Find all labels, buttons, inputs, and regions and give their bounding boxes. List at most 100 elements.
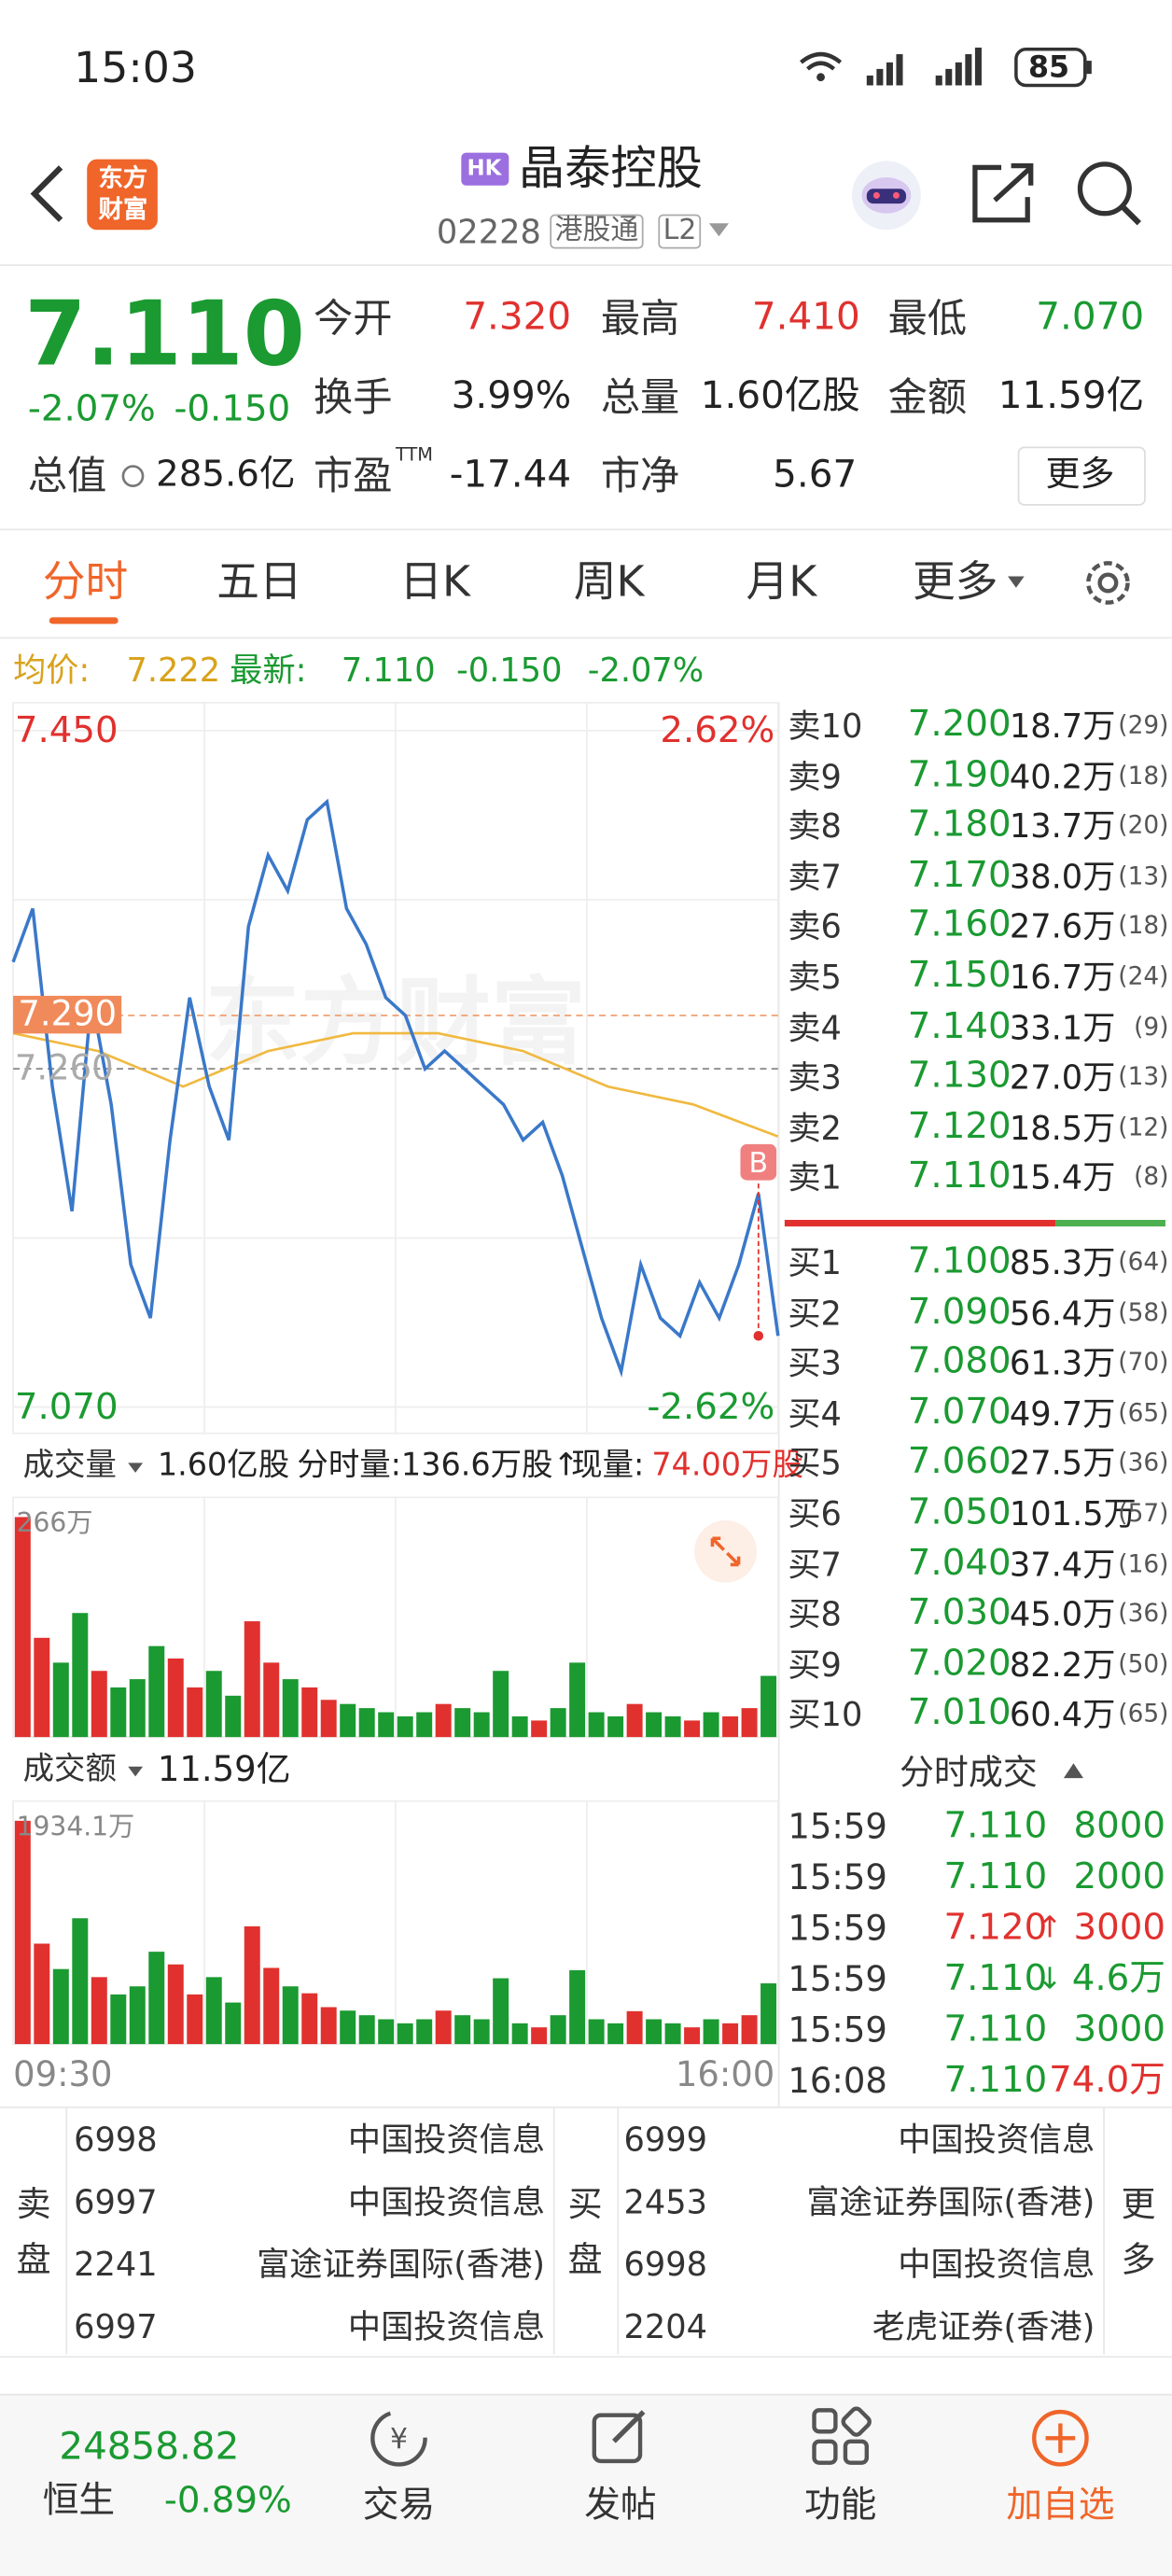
- avg-price: 7.222: [126, 650, 221, 690]
- bar: [244, 1621, 260, 1738]
- order-volume: 61.3万: [1009, 1343, 1116, 1383]
- triangle: [708, 223, 730, 237]
- order-volume: 27.6万: [1009, 906, 1116, 946]
- divider: [1103, 2107, 1105, 2355]
- volume-current: 74.00万股: [651, 1447, 803, 1484]
- tab[interactable]: 月K: [746, 558, 817, 608]
- bar: [588, 1712, 605, 1738]
- order-count: (8): [1134, 1162, 1169, 1192]
- order-volume: 49.7万: [1009, 1393, 1116, 1434]
- bar: [684, 1720, 701, 1738]
- tab[interactable]: 日K: [399, 558, 471, 608]
- robot-icon[interactable]: [847, 158, 926, 233]
- order-label: 买3: [788, 1343, 842, 1383]
- order-volume: 101.5万: [1009, 1493, 1137, 1534]
- bar: [72, 1918, 89, 2045]
- bar: [646, 1712, 663, 1738]
- tag: 港股通: [550, 214, 644, 249]
- volume-total: 1.60亿股: [157, 1447, 290, 1484]
- tab[interactable]: 分时: [42, 558, 129, 608]
- tab[interactable]: 更多: [913, 558, 998, 608]
- tab[interactable]: 五日: [216, 558, 302, 608]
- share-icon[interactable]: [969, 161, 1038, 226]
- post-icon[interactable]: [588, 2405, 653, 2471]
- stat-value: 5.67: [773, 454, 858, 497]
- search-icon[interactable]: [1075, 160, 1144, 229]
- x-tick-label: 16:00: [675, 2054, 775, 2094]
- more-button-text[interactable]: 更多: [1045, 454, 1115, 494]
- trades-title: 分时成交: [899, 1752, 1038, 1793]
- bar: [531, 2027, 548, 2045]
- stat-label: 金额: [887, 374, 968, 421]
- stat-value: 3.99%: [451, 374, 572, 418]
- order-label: 买6: [788, 1493, 842, 1534]
- volume-label[interactable]: 成交量: [22, 1447, 117, 1484]
- stat-label: 最高: [600, 295, 680, 342]
- bar: [14, 1820, 31, 2045]
- order-price: 7.130: [907, 1056, 1012, 1098]
- order-label: 买10: [788, 1695, 863, 1735]
- nav-item[interactable]: 发帖: [584, 2485, 657, 2527]
- trade-time: 16:08: [788, 2061, 887, 2101]
- order-price: 7.040: [907, 1542, 1012, 1584]
- bottom-nav: [0, 2393, 1172, 2576]
- trade-icon[interactable]: ¥: [365, 2405, 434, 2471]
- broker-id: 6998: [74, 2120, 158, 2160]
- broker-id: 2241: [74, 2244, 158, 2284]
- order-volume: 56.4万: [1009, 1293, 1116, 1333]
- tab[interactable]: 周K: [573, 558, 645, 608]
- function-icon[interactable]: [809, 2405, 874, 2471]
- triangle: [1063, 1763, 1084, 1779]
- broker-id: 6997: [74, 2306, 158, 2346]
- bar: [607, 2023, 624, 2045]
- stat-value: 7.070: [1036, 296, 1145, 340]
- bar: [358, 1708, 375, 1738]
- change-pct: -2.07%: [27, 388, 156, 430]
- amount-label[interactable]: 成交额: [22, 1751, 117, 1787]
- order-volume: 40.2万: [1009, 756, 1116, 796]
- nav-item[interactable]: 交易: [362, 2485, 436, 2527]
- stock-code: 02228: [436, 211, 541, 252]
- dropdown-arrow: [128, 1463, 144, 1473]
- bar: [511, 1715, 528, 1738]
- nav-item[interactable]: 加自选: [1006, 2485, 1115, 2527]
- nav-item[interactable]: 功能: [803, 2485, 877, 2527]
- bar: [263, 1967, 280, 2045]
- trade-time: 15:59: [788, 2010, 887, 2051]
- dropdown-arrow: [128, 1766, 144, 1777]
- trade-price: 7.110: [943, 2060, 1048, 2102]
- bar: [397, 1715, 413, 1738]
- order-label: 买1: [788, 1242, 842, 1282]
- last-price: 7.110: [341, 650, 436, 690]
- pct-tick-label: -2.62%: [647, 1387, 775, 1429]
- dropdown-arrow: [708, 223, 730, 237]
- battery-icon: [1014, 48, 1092, 88]
- order-price: 7.160: [907, 904, 1012, 946]
- bar: [569, 1969, 586, 2045]
- price-line: [11, 798, 780, 1379]
- order-price: 7.140: [907, 1005, 1012, 1047]
- bar: [129, 1986, 146, 2045]
- bar: [550, 1708, 566, 1738]
- settings-icon[interactable]: [1079, 553, 1137, 612]
- trade-volume: 2000: [1073, 1856, 1165, 1898]
- back-button[interactable]: [24, 161, 74, 226]
- stat-label: 市净: [600, 453, 680, 499]
- index-value: 24858.82: [59, 2426, 240, 2469]
- bar: [148, 1645, 165, 1738]
- divider: [617, 2107, 620, 2355]
- order-volume: 27.0万: [1009, 1057, 1116, 1098]
- more-button[interactable]: [1017, 446, 1146, 506]
- add-watchlist-icon[interactable]: [1027, 2405, 1093, 2471]
- broker-id: 6998: [623, 2244, 708, 2284]
- info-icon: [121, 465, 145, 488]
- bar: [263, 1662, 280, 1738]
- order-price: 7.190: [907, 754, 1012, 796]
- order-label: 买5: [788, 1443, 842, 1484]
- trade-direction: ↓: [1037, 1962, 1063, 1997]
- market-badge-text: HK: [467, 156, 502, 182]
- order-count: (36): [1118, 1448, 1169, 1478]
- divider: [0, 528, 1172, 531]
- change-pct: -2.07%: [587, 650, 705, 690]
- price-chart: 东方财富 B: [11, 702, 780, 1435]
